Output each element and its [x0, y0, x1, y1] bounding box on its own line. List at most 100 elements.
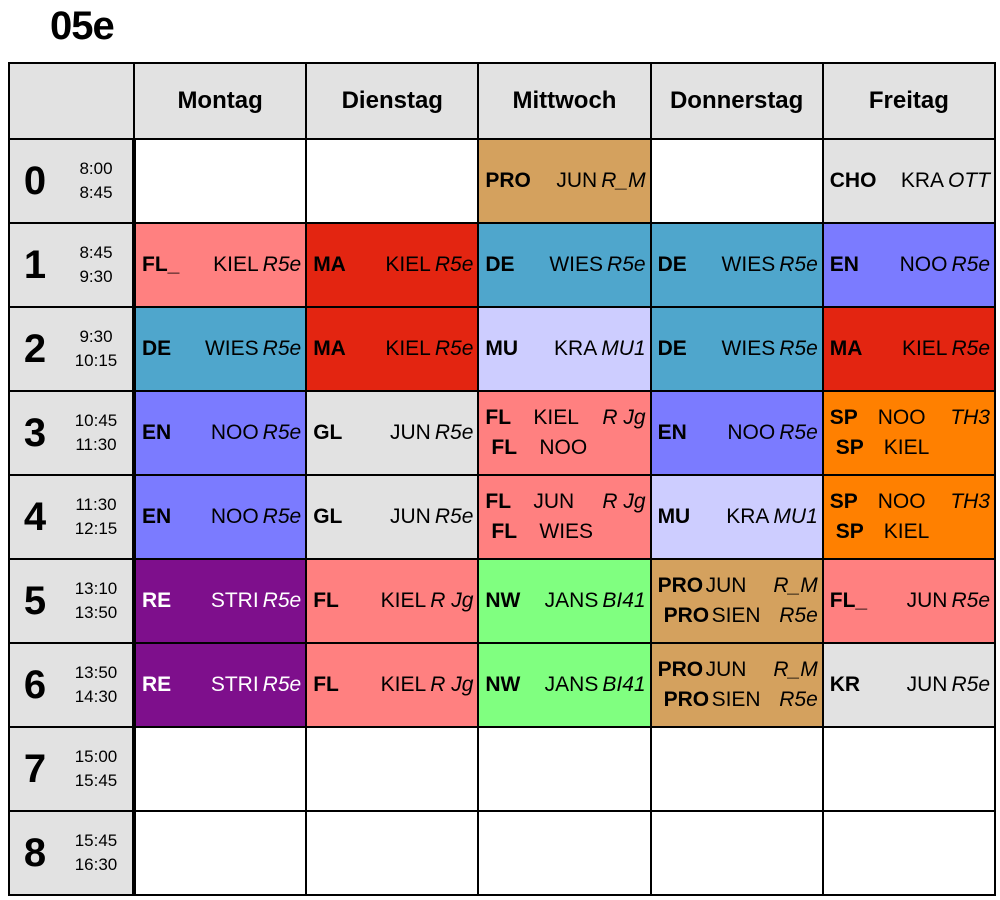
lesson-content: SP NOO TH3 SP KIEL: [824, 487, 994, 547]
subject-code: GL: [313, 502, 342, 532]
subject-code: EN: [830, 250, 859, 280]
day-header-tuesday: Dienstag: [306, 63, 478, 139]
period-start-time: 10:45: [60, 409, 132, 433]
lesson-cell: GL JUN R5e: [306, 475, 478, 559]
lesson-content: FL_ JUN R5e: [824, 586, 994, 616]
lesson-content: GL JUN R5e: [307, 502, 477, 532]
room-code: R5e: [951, 334, 990, 364]
room-code: R5e: [779, 418, 818, 448]
period-start-time: 11:30: [60, 493, 132, 517]
subject-code: FL: [491, 433, 535, 463]
period-cell: 1 8:45 9:30: [9, 223, 134, 307]
lesson-content: MU KRA MU1: [479, 334, 649, 364]
room-code: R Jg: [602, 487, 645, 517]
subject-code: NW: [485, 670, 520, 700]
teacher-code: JUN: [867, 586, 951, 616]
room-code: MU1: [773, 502, 817, 532]
teacher-code: SIEN: [708, 601, 780, 631]
period-row: 1 8:45 9:30 FL_ KIEL R5e MA KIEL R5e DE WIES R5e DE W…: [9, 223, 995, 307]
lesson-entry: DE WIES R5e: [485, 250, 645, 280]
period-cell: 5 13:10 13:50: [9, 559, 134, 643]
lesson-entry: GL JUN R5e: [313, 502, 473, 532]
teacher-code: KIEL: [880, 517, 990, 547]
period-times: 11:30 12:15: [60, 493, 132, 541]
room-code: R5e: [951, 586, 990, 616]
subject-code: FL_: [142, 250, 179, 280]
room-code: R5e: [779, 250, 818, 280]
subject-code: EN: [658, 418, 687, 448]
lesson-cell: [651, 727, 823, 811]
lesson-cell: MU KRA MU1: [651, 475, 823, 559]
teacher-code: JUN: [702, 571, 774, 601]
lesson-entry: EN NOO R5e: [658, 418, 818, 448]
teacher-code: JUN: [342, 502, 434, 532]
lesson-entry: MU KRA MU1: [658, 502, 818, 532]
corner-cell: [9, 63, 134, 139]
period-end-time: 11:30: [60, 433, 132, 457]
lesson-cell: RE STRI R5e: [134, 643, 306, 727]
subject-code: PRO: [664, 601, 708, 631]
lesson-cell: FL KIEL R Jg FL NOO: [478, 391, 650, 475]
lesson-entry: PRO JUN R_M: [658, 571, 818, 601]
subject-code: CHO: [830, 166, 877, 196]
teacher-code: KRA: [518, 334, 601, 364]
lesson-entry: SP KIEL: [830, 433, 990, 463]
subject-code: FL: [491, 517, 535, 547]
lesson-cell: EN NOO R5e: [651, 391, 823, 475]
lesson-content: DE WIES R5e: [652, 334, 822, 364]
teacher-code: WIES: [171, 334, 262, 364]
lesson-entry: DE WIES R5e: [658, 250, 818, 280]
lesson-cell: SP NOO TH3 SP KIEL: [823, 475, 995, 559]
lesson-content: DE WIES R5e: [479, 250, 649, 280]
period-info: 2 9:30 10:15: [10, 325, 132, 373]
subject-code: FL: [313, 670, 339, 700]
lesson-cell: CHO KRA OTT: [823, 139, 995, 223]
subject-code: SP: [836, 517, 880, 547]
room-code: R5e: [779, 601, 818, 631]
lesson-content: FL KIEL R Jg: [307, 586, 477, 616]
teacher-code: WIES: [687, 334, 779, 364]
room-code: R5e: [435, 250, 474, 280]
period-times: 13:50 14:30: [60, 661, 132, 709]
period-cell: 8 15:45 16:30: [9, 811, 134, 895]
period-times: 15:00 15:45: [60, 745, 132, 793]
lesson-cell: EN NOO R5e: [134, 475, 306, 559]
subject-code: FL: [485, 487, 529, 517]
lesson-entry: EN NOO R5e: [142, 502, 301, 532]
period-times: 8:45 9:30: [60, 241, 132, 289]
lesson-content: PRO JUN R_M PRO SIEN R5e: [652, 571, 822, 631]
room-code: R5e: [779, 685, 818, 715]
period-start-time: 15:45: [60, 829, 132, 853]
teacher-code: JANS: [520, 586, 602, 616]
lesson-content: EN NOO R5e: [136, 418, 305, 448]
lesson-entry: CHO KRA OTT: [830, 166, 990, 196]
lesson-entry: KR JUN R5e: [830, 670, 990, 700]
period-number: 7: [10, 747, 60, 792]
teacher-code: KIEL: [339, 670, 430, 700]
teacher-code: JUN: [529, 487, 602, 517]
subject-code: FL: [485, 403, 529, 433]
period-end-time: 15:45: [60, 769, 132, 793]
period-number: 4: [10, 495, 60, 540]
timetable: Montag Dienstag Mittwoch Donnerstag Frei…: [8, 62, 996, 896]
lesson-cell: EN NOO R5e: [823, 223, 995, 307]
teacher-code: WIES: [687, 250, 779, 280]
lesson-content: PRO JUN R_M PRO SIEN R5e: [652, 655, 822, 715]
period-number: 8: [10, 831, 60, 876]
period-end-time: 12:15: [60, 517, 132, 541]
period-times: 8:00 8:45: [60, 157, 132, 205]
lesson-content: FL_ KIEL R5e: [136, 250, 305, 280]
period-start-time: 13:50: [60, 661, 132, 685]
period-info: 3 10:45 11:30: [10, 409, 132, 457]
lesson-cell: [651, 811, 823, 895]
room-code: R Jg: [430, 670, 473, 700]
lesson-content: DE WIES R5e: [652, 250, 822, 280]
period-cell: 3 10:45 11:30: [9, 391, 134, 475]
lesson-entry: FL_ JUN R5e: [830, 586, 990, 616]
period-row: 5 13:10 13:50 RE STRI R5e FL KIEL R Jg NW JANS BI41…: [9, 559, 995, 643]
teacher-code: JUN: [531, 166, 601, 196]
lesson-cell: MA KIEL R5e: [823, 307, 995, 391]
subject-code: MA: [830, 334, 863, 364]
lesson-content: MA KIEL R5e: [824, 334, 994, 364]
room-code: R5e: [779, 334, 818, 364]
